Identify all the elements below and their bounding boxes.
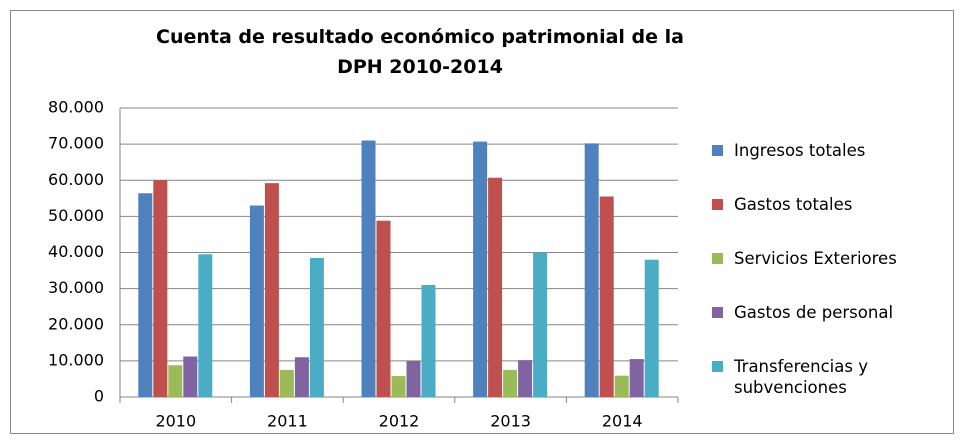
bar bbox=[168, 365, 183, 397]
y-tick-label: 0 bbox=[94, 387, 104, 406]
legend-item: Ingresos totales bbox=[712, 140, 949, 194]
y-tick-label: 60.000 bbox=[48, 170, 104, 189]
legend-swatch bbox=[712, 145, 723, 156]
bar bbox=[279, 369, 294, 397]
y-tick-label: 40.000 bbox=[48, 242, 104, 261]
bar bbox=[644, 259, 659, 397]
bar bbox=[294, 357, 309, 397]
bar bbox=[198, 254, 213, 397]
bar bbox=[533, 252, 548, 397]
bar bbox=[264, 183, 279, 397]
bar bbox=[584, 143, 599, 397]
bar bbox=[614, 375, 629, 397]
bar bbox=[488, 177, 503, 397]
legend-swatch bbox=[712, 307, 723, 318]
bar bbox=[153, 180, 168, 397]
legend-item: Gastos de personal bbox=[712, 302, 949, 356]
legend-item: Servicios Exteriores bbox=[712, 248, 949, 302]
bar bbox=[421, 285, 436, 397]
bar bbox=[391, 376, 406, 397]
y-tick-label: 50.000 bbox=[48, 206, 104, 225]
legend-label: Ingresos totales bbox=[734, 141, 866, 160]
chart-title: Cuenta de resultado económico patrimonia… bbox=[156, 26, 684, 78]
bar bbox=[249, 205, 264, 397]
x-tick-label: 2011 bbox=[267, 412, 308, 431]
legend-item: Transferencias y subvenciones bbox=[712, 356, 949, 410]
bar bbox=[473, 141, 488, 397]
x-tick-label: 2012 bbox=[379, 412, 420, 431]
y-tick-label: 80.000 bbox=[48, 98, 104, 117]
legend-swatch bbox=[712, 199, 723, 210]
legend-label: Transferencias y subvenciones bbox=[734, 357, 868, 397]
legend: Ingresos totales Gastos totales Servicios … bbox=[712, 140, 952, 410]
y-tick-label: 10.000 bbox=[48, 350, 104, 369]
chart-frame bbox=[10, 10, 954, 434]
bar bbox=[406, 360, 421, 397]
legend-label: Gastos de personal bbox=[734, 303, 894, 322]
bar bbox=[503, 369, 518, 397]
legend-item: Gastos totales bbox=[712, 194, 949, 248]
bar bbox=[518, 360, 533, 397]
bar bbox=[138, 193, 153, 397]
bar bbox=[361, 140, 376, 397]
bar bbox=[183, 356, 198, 397]
bar bbox=[309, 257, 324, 397]
bar bbox=[376, 220, 391, 397]
y-tick-label: 70.000 bbox=[48, 134, 104, 153]
x-tick-label: 2014 bbox=[602, 412, 643, 431]
bar bbox=[629, 359, 644, 397]
y-tick-label: 20.000 bbox=[48, 314, 104, 333]
bar bbox=[599, 196, 614, 397]
x-tick-label: 2010 bbox=[155, 412, 196, 431]
legend-label: Servicios Exteriores bbox=[734, 249, 897, 268]
x-tick-label: 2013 bbox=[490, 412, 531, 431]
legend-swatch bbox=[712, 253, 723, 264]
legend-label: Gastos totales bbox=[734, 195, 853, 214]
y-tick-label: 30.000 bbox=[48, 278, 104, 297]
legend-swatch bbox=[712, 361, 723, 372]
